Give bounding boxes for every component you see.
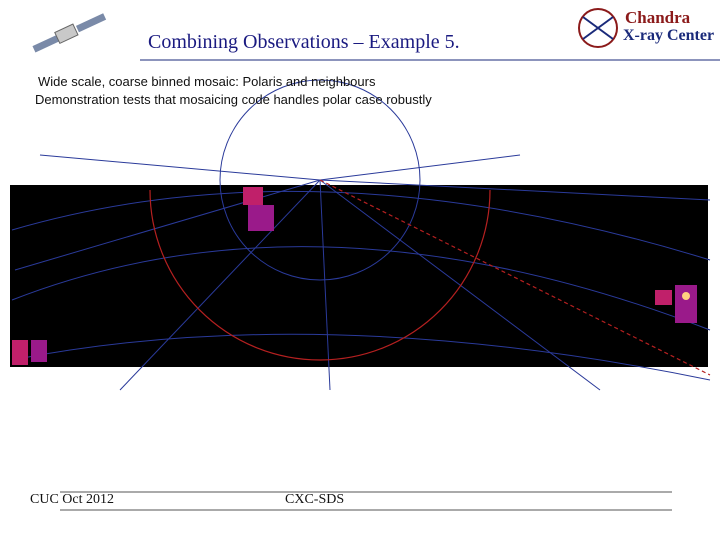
logo-text: Chandra [625,8,691,27]
subtitle: Wide scale, coarse binned mosaic: Polari… [38,74,376,89]
logo-text: X-ray Center [623,27,715,44]
footer-center: CXC-SDS [285,492,345,507]
subtitle: Demonstration tests that mosaicing code … [35,92,432,107]
logo-emblem [578,8,618,48]
mosaic-image [10,79,711,391]
footer-left: CUC Oct 2012 [30,492,114,507]
slide-title: Combining Observations – Example 5. [148,31,460,53]
satellite-icon [32,13,107,53]
